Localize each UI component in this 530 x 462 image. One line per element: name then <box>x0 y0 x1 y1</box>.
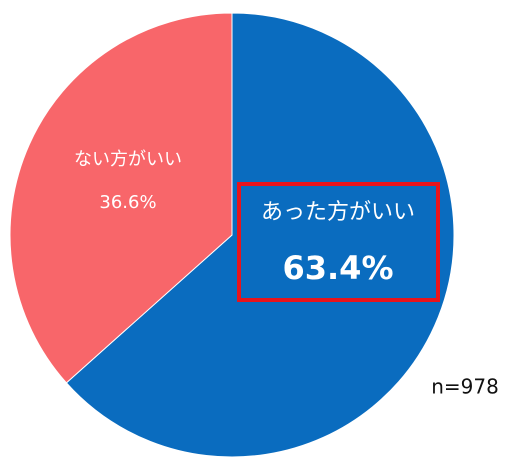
slices <box>9 12 455 458</box>
slice-label: あった方がいい <box>261 200 415 225</box>
annotation: n=978 <box>431 375 499 399</box>
highlight-box <box>237 182 440 302</box>
slice <box>9 12 233 384</box>
slice-label: ない方がいい <box>74 149 182 170</box>
slice <box>65 12 455 458</box>
value-label: 63.4% <box>282 249 393 287</box>
value-label: 36.6% <box>99 192 156 213</box>
